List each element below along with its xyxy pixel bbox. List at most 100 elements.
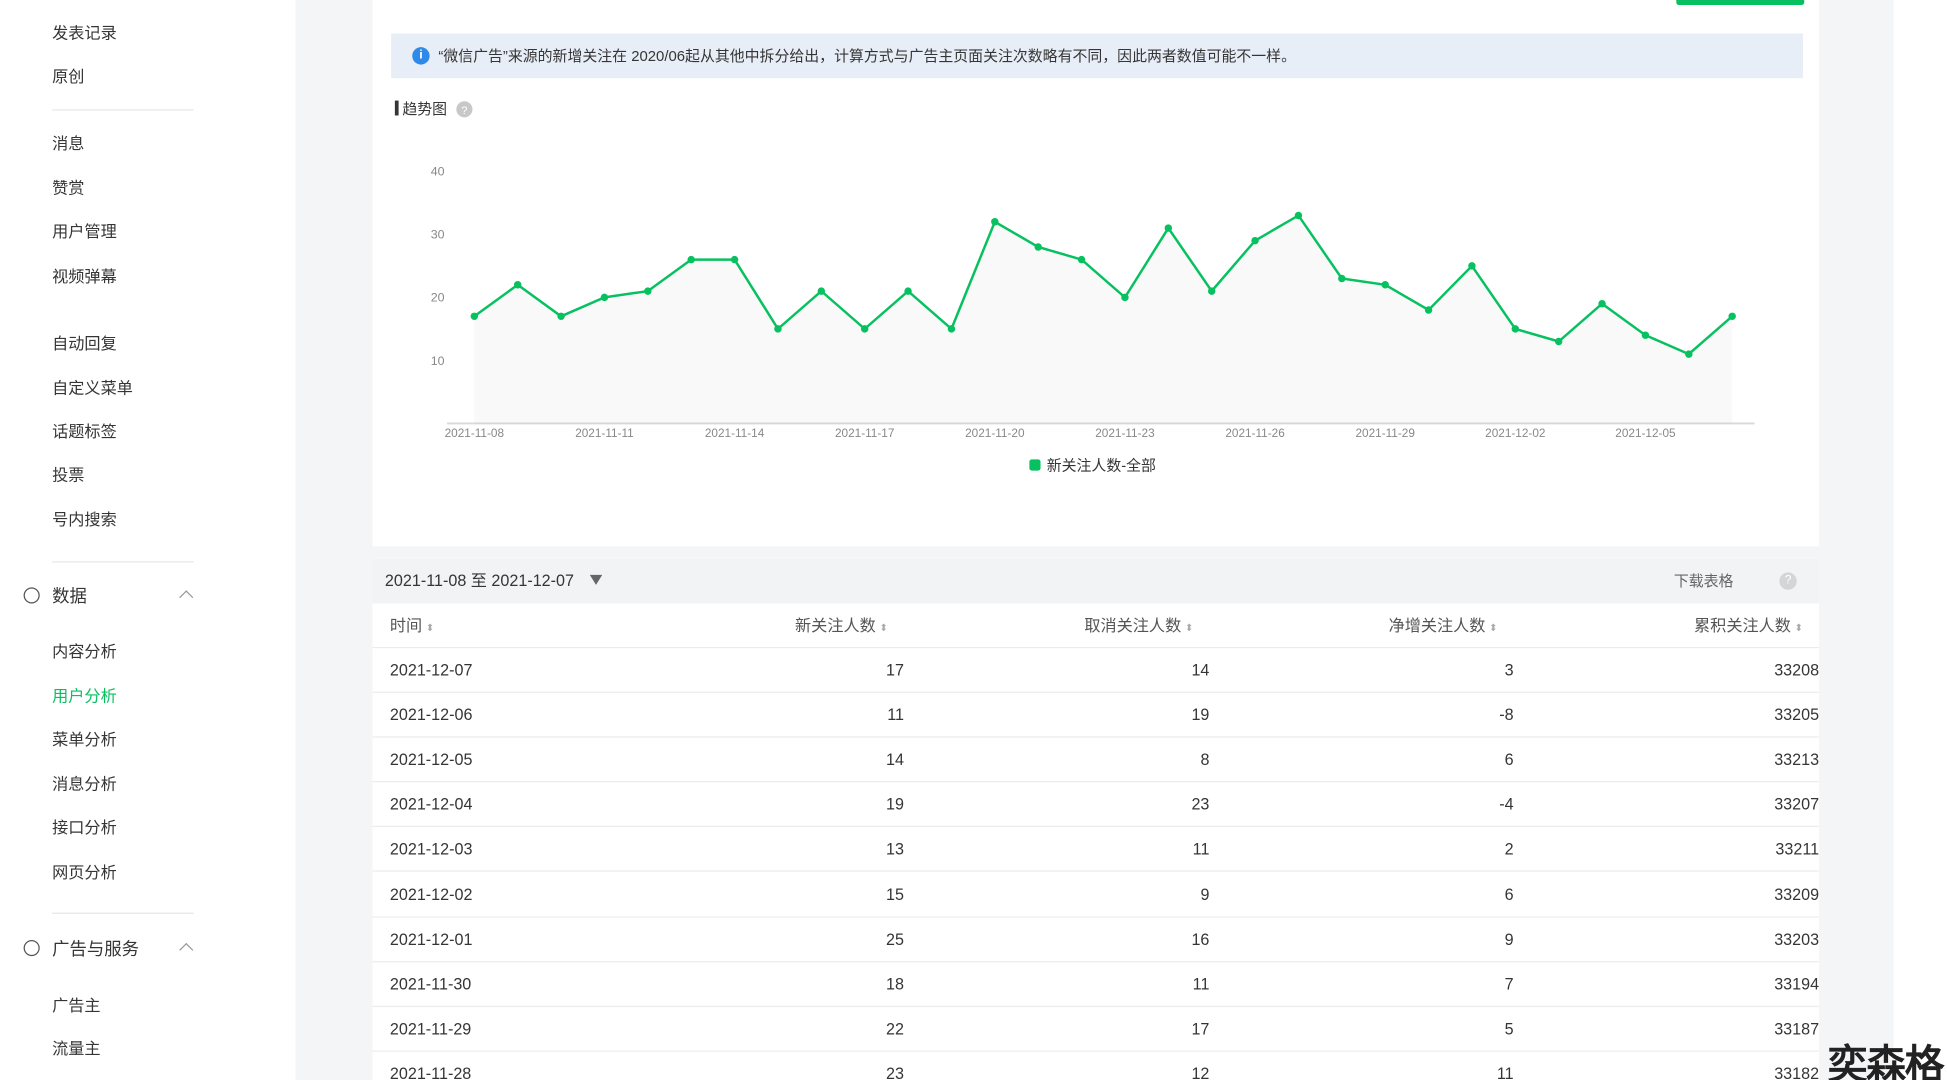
sort-icon[interactable]: ⬍: [426, 622, 434, 633]
point[interactable]: [514, 281, 521, 288]
row-divider: [373, 1005, 1820, 1006]
table-cell: 23: [886, 1064, 904, 1080]
table-cell: 14: [1191, 661, 1209, 681]
point[interactable]: [1208, 287, 1215, 294]
nav-item[interactable]: 接口分析: [52, 818, 117, 838]
point[interactable]: [1338, 275, 1345, 282]
table-cell: 13: [886, 840, 904, 860]
section-title[interactable]: 数据: [52, 585, 87, 607]
collapse-icon[interactable]: [179, 590, 193, 604]
point[interactable]: [1555, 338, 1562, 345]
table-cell: 8: [1200, 750, 1209, 770]
nav-item[interactable]: 内容分析: [52, 642, 117, 662]
line-area: [474, 215, 1732, 423]
column-title: 时间: [390, 616, 422, 635]
table-cell: 9: [1200, 885, 1209, 905]
nav-item[interactable]: 消息分析: [52, 775, 117, 795]
y-tick-label: 20: [431, 291, 445, 305]
point[interactable]: [904, 287, 911, 294]
point[interactable]: [1295, 212, 1302, 219]
table-cell: 2021-12-04: [390, 795, 473, 815]
table-cell: 33182: [1774, 1064, 1819, 1080]
nav-item[interactable]: 网页分析: [52, 863, 117, 883]
table-cell: 2021-11-30: [390, 974, 471, 994]
dropdown-arrow[interactable]: [590, 575, 602, 585]
table-cell: 14: [886, 750, 904, 770]
column-header[interactable]: 净增关注人数⬍: [1389, 616, 1498, 638]
column-header[interactable]: 新关注人数⬍: [795, 616, 888, 638]
point[interactable]: [1598, 300, 1605, 307]
point[interactable]: [1468, 262, 1475, 269]
y-tick-label: 10: [431, 354, 445, 368]
x-tick-label: 2021-11-29: [1355, 427, 1414, 440]
row-divider: [373, 647, 1820, 648]
table-cell: 11: [1193, 840, 1210, 860]
point[interactable]: [1034, 243, 1041, 250]
sort-icon[interactable]: ⬍: [1185, 622, 1193, 633]
point[interactable]: [557, 313, 564, 320]
table-cell: 6: [1505, 750, 1514, 770]
point[interactable]: [1165, 224, 1172, 231]
x-tick-label: 2021-12-02: [1485, 427, 1545, 440]
point[interactable]: [1685, 350, 1692, 357]
point[interactable]: [601, 294, 608, 301]
nav-item[interactable]: 用户分析: [52, 687, 117, 707]
point[interactable]: [471, 313, 478, 320]
x-tick-label: 2021-11-26: [1225, 427, 1285, 440]
row-divider: [373, 961, 1820, 962]
table-cell: 18: [886, 974, 904, 994]
date-range[interactable]: 2021-11-08 至 2021-12-07: [385, 571, 574, 591]
point[interactable]: [818, 287, 825, 294]
x-tick-label: 2021-11-14: [705, 427, 765, 440]
download-link[interactable]: 下载表格: [1674, 571, 1734, 591]
right-panel: [1894, 0, 1947, 1080]
point[interactable]: [731, 256, 738, 263]
point[interactable]: [1512, 325, 1519, 332]
table-cell: 5: [1505, 1019, 1514, 1039]
table-cell: 2021-12-01: [390, 930, 473, 950]
table-cell: 2021-12-07: [390, 661, 473, 681]
point[interactable]: [1251, 237, 1258, 244]
column-header[interactable]: 累积关注人数⬍: [1694, 616, 1803, 638]
table-cell: 19: [1191, 705, 1209, 725]
point[interactable]: [774, 325, 781, 332]
point[interactable]: [644, 287, 651, 294]
collapse-icon[interactable]: [179, 943, 193, 957]
point[interactable]: [1121, 294, 1128, 301]
column-header[interactable]: 时间 ⬍: [390, 616, 434, 638]
point[interactable]: [1078, 256, 1085, 263]
sort-icon[interactable]: ⬍: [1489, 622, 1497, 633]
point[interactable]: [861, 325, 868, 332]
point[interactable]: [991, 218, 998, 225]
sort-icon[interactable]: ⬍: [879, 622, 887, 633]
point[interactable]: [1642, 331, 1649, 338]
table-cell: 11: [1497, 1064, 1514, 1080]
table-cell: 33187: [1774, 1019, 1819, 1039]
row-divider: [373, 692, 1820, 693]
point[interactable]: [687, 256, 694, 263]
nav-item[interactable]: 流量主: [52, 1039, 100, 1059]
column-header[interactable]: 取消关注人数⬍: [1084, 616, 1193, 638]
section-title[interactable]: 广告与服务: [52, 937, 139, 959]
legend-swatch: [1029, 459, 1040, 470]
table-cell: 22: [886, 1019, 904, 1039]
nav-item[interactable]: 广告主: [52, 996, 100, 1016]
point[interactable]: [1728, 313, 1735, 320]
x-tick-label: 2021-11-23: [1095, 427, 1155, 440]
chart-title: 趋势图: [402, 101, 447, 118]
point[interactable]: [948, 325, 955, 332]
sort-icon[interactable]: ⬍: [1795, 622, 1803, 633]
nav-item[interactable]: 菜单分析: [52, 730, 117, 750]
point[interactable]: [1425, 306, 1432, 313]
legend-label[interactable]: 新关注人数-全部: [1047, 457, 1156, 475]
table-cell: 23: [1191, 795, 1209, 815]
y-tick-label: 40: [431, 165, 445, 179]
row-divider: [373, 826, 1820, 827]
section-icon: [24, 587, 40, 603]
point[interactable]: [1381, 281, 1388, 288]
table-cell: -4: [1499, 795, 1513, 815]
help-icon[interactable]: ?: [1779, 572, 1796, 589]
table-cell: 2021-11-29: [390, 1019, 471, 1039]
table-cell: -8: [1499, 705, 1513, 725]
